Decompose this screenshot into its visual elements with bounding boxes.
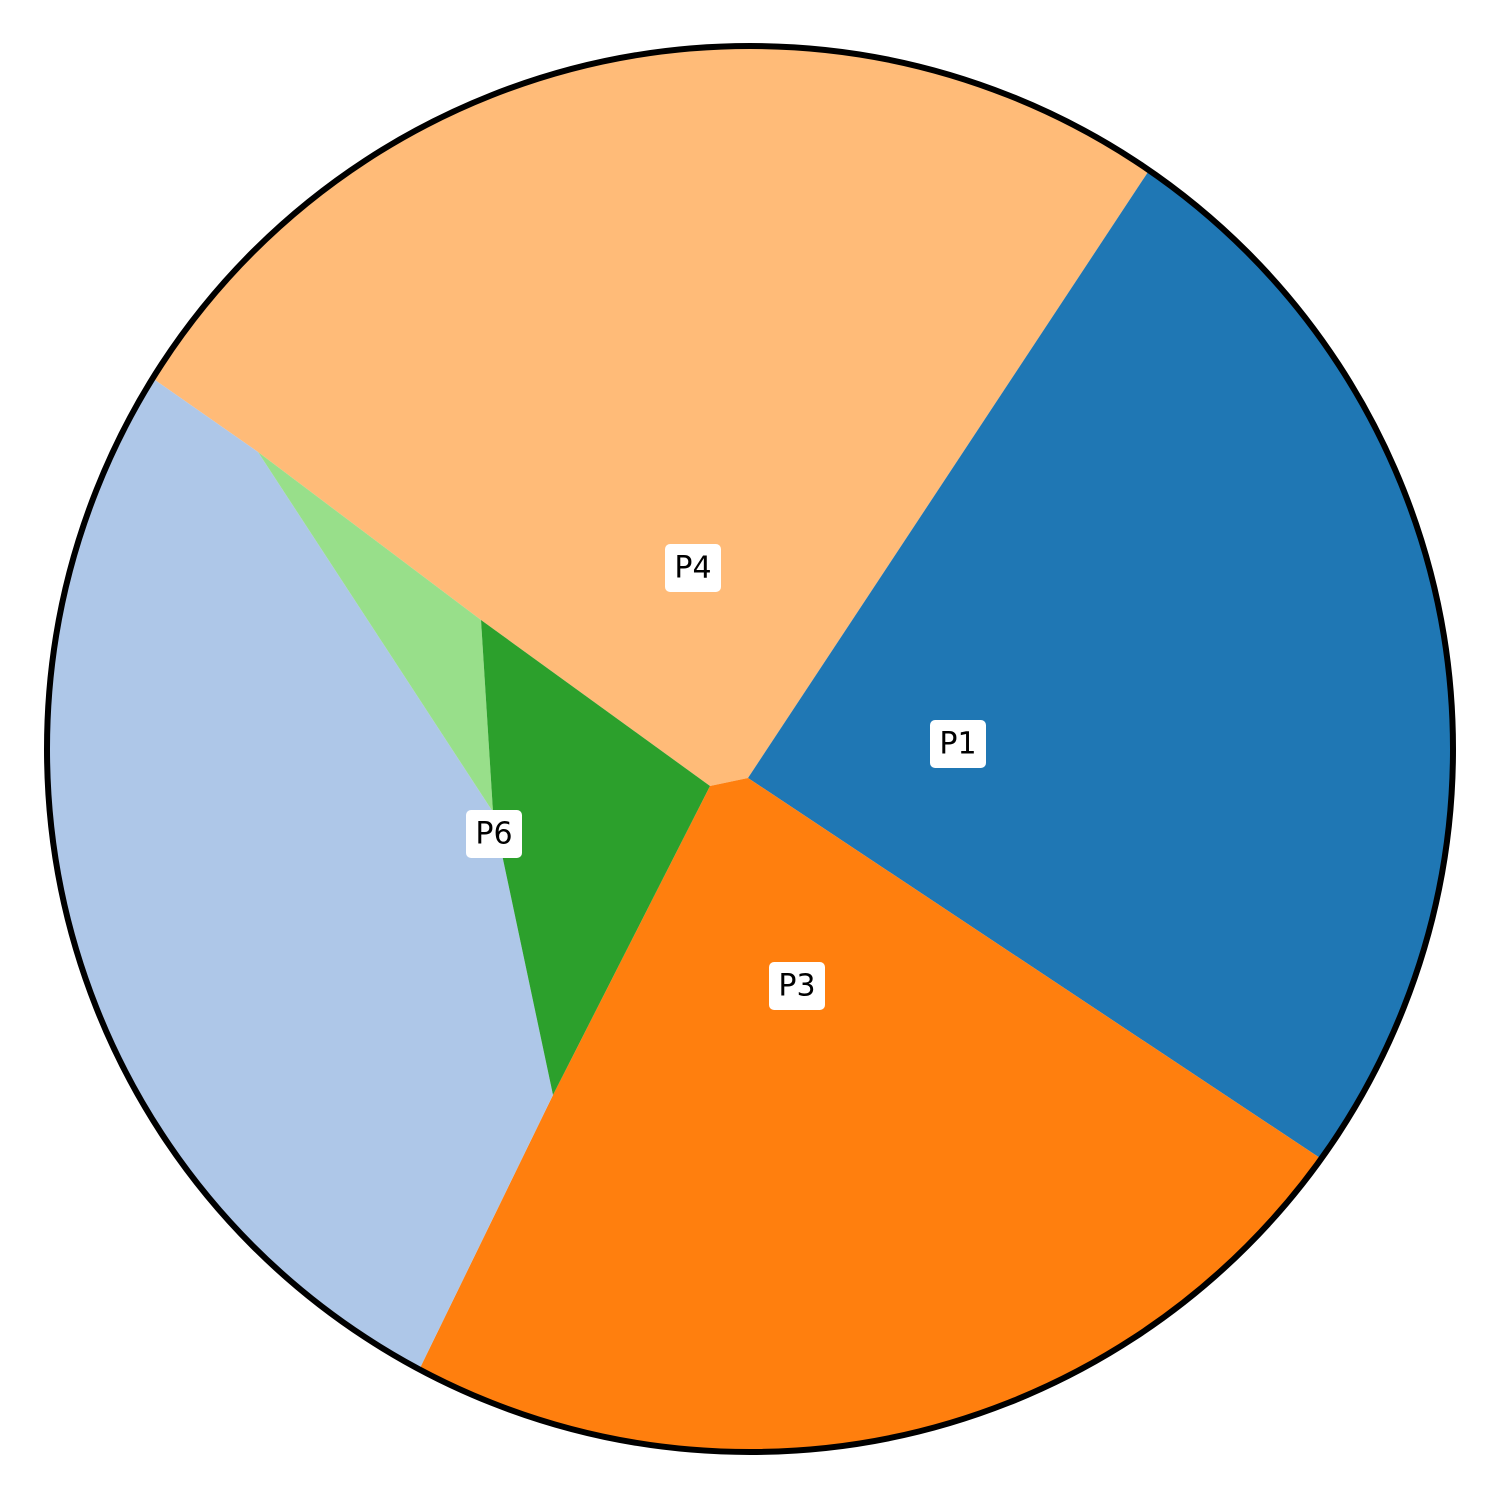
label-p4-text: P4 xyxy=(674,551,711,586)
region-p6 xyxy=(258,452,493,812)
region-p4 xyxy=(47,46,1453,786)
label-p4-box xyxy=(665,544,721,592)
label-p1-box xyxy=(930,720,986,768)
label-p3-text: P3 xyxy=(778,969,815,1004)
label-p4: P4 xyxy=(665,544,721,592)
label-p1-text: P1 xyxy=(939,727,976,762)
label-p3-box xyxy=(769,962,825,1010)
region-p5 xyxy=(481,620,710,1095)
disk-border xyxy=(44,43,1456,1455)
label-p3: P3 xyxy=(769,962,825,1010)
label-p1: P1 xyxy=(930,720,986,768)
label-p6-text: P6 xyxy=(475,817,512,852)
label-p6-box xyxy=(466,810,522,858)
label-p6: P6 xyxy=(466,810,522,858)
